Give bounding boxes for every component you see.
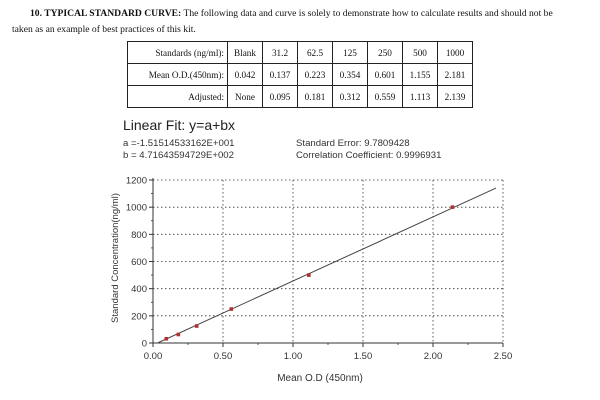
data-point bbox=[229, 307, 234, 311]
intro-line-2: taken as an example of best practices of… bbox=[12, 24, 196, 35]
x-tick-label: 1.50 bbox=[354, 351, 373, 362]
x-tick-label: 1.00 bbox=[284, 351, 303, 362]
data-point bbox=[164, 336, 169, 341]
data-point bbox=[194, 324, 199, 328]
data-point bbox=[450, 205, 455, 209]
data-point bbox=[176, 332, 181, 337]
fit-param-a: a =-1.51514533162E+001 bbox=[123, 138, 235, 149]
y-tick-label: 0 bbox=[142, 339, 147, 350]
y-tick-label: 200 bbox=[131, 311, 147, 322]
y-tick-label: 1200 bbox=[126, 176, 147, 187]
y-tick-label: 400 bbox=[131, 284, 147, 295]
y-axis-label: Standard Concentration(ng/ml) bbox=[110, 193, 121, 323]
table-row-adjusted: Adjusted: None 0.095 0.181 0.312 0.559 1… bbox=[127, 85, 473, 108]
fit-param-b: b = 4.71643594729E+002 bbox=[123, 150, 234, 161]
x-axis-label: Mean O.D (450nm) bbox=[277, 373, 363, 384]
chart-points bbox=[164, 205, 455, 341]
chart-fit-line-group bbox=[157, 187, 497, 344]
fit-standard-error: Standard Error: 9.7809428 bbox=[296, 138, 410, 149]
y-tick-label: 600 bbox=[131, 257, 147, 268]
chart-ticks: 0 200 400 600 800 1000 1200 0.00 0.50 1.00 1.50 2.0… bbox=[126, 176, 512, 363]
x-tick-label: 2.50 bbox=[494, 351, 513, 362]
x-tick-label: 2.00 bbox=[424, 351, 443, 362]
table-cell: 2.139 bbox=[437, 85, 473, 108]
table-cell: 0.559 bbox=[367, 85, 403, 108]
intro-text-1: The following data and curve is solely t… bbox=[181, 8, 553, 19]
chart-axes bbox=[152, 178, 503, 344]
chart-grid bbox=[153, 179, 504, 343]
standards-table: Standards (ng/ml): Blank 31.2 62.5 125 2… bbox=[127, 41, 473, 108]
x-tick-label: 0.50 bbox=[214, 351, 233, 362]
table-row-mean-od: Mean O.D.(450nm): 0.042 0.137 0.223 0.35… bbox=[127, 63, 473, 86]
y-tick-label: 1000 bbox=[126, 203, 147, 214]
x-tick-label: 0.00 bbox=[144, 351, 163, 362]
data-point bbox=[307, 273, 311, 277]
intro-line-1: 10. TYPICAL STANDARD CURVE: The followin… bbox=[12, 6, 596, 22]
section-heading: 10. TYPICAL STANDARD CURVE: bbox=[30, 8, 182, 19]
intro-paragraph: 10. TYPICAL STANDARD CURVE: The followin… bbox=[12, 6, 596, 38]
fit-correlation-coefficient: Correlation Coefficient: 0.9996931 bbox=[296, 150, 442, 161]
y-tick-label: 800 bbox=[131, 230, 147, 241]
fit-line bbox=[157, 187, 497, 344]
fit-title: Linear Fit: y=a+bx bbox=[123, 117, 236, 133]
